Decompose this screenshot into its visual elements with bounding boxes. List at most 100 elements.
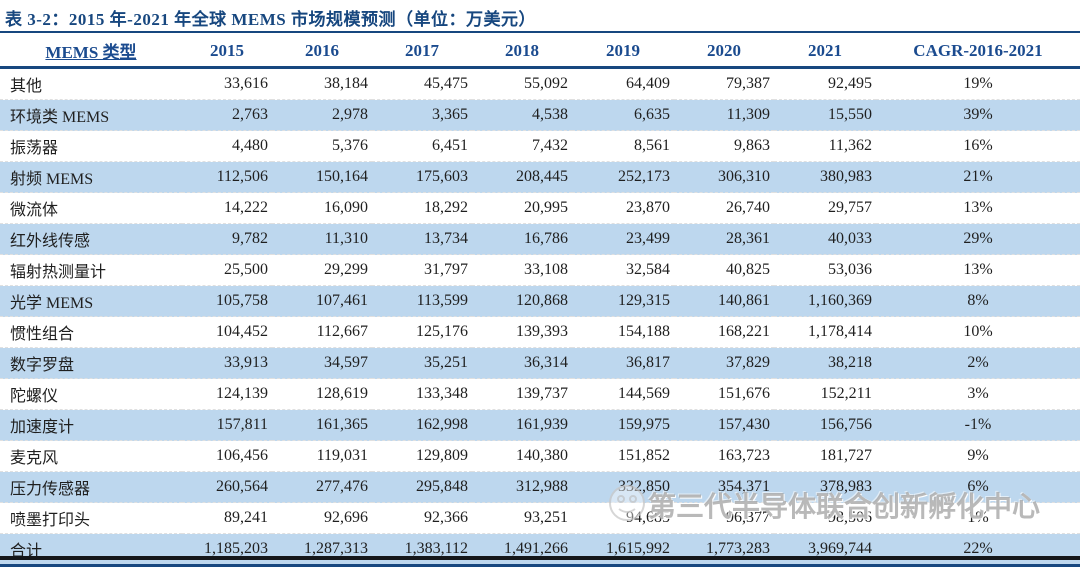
row-label: 喷墨打印头 <box>0 502 182 534</box>
table-cell: 140,861 <box>674 285 774 317</box>
table-row: 环境类 MEMS 2,763 2,978 3,365 4,538 6,635 11,309 1… <box>0 99 1080 131</box>
row-label: 振荡器 <box>0 130 182 162</box>
table-cell: 29,757 <box>774 192 876 224</box>
table-cell: 9% <box>876 440 1080 472</box>
table-cell: 104,452 <box>182 316 272 348</box>
table-cell: 23,499 <box>572 223 674 255</box>
row-label: 陀螺仪 <box>0 378 182 410</box>
table-cell: 55,092 <box>524 75 568 92</box>
table-row: 喷墨打印头 89,241 92,696 92,366 93,251 94,685 96,37… <box>0 502 1080 534</box>
table-cell: 98,506 <box>774 502 876 534</box>
table-cell: 8% <box>876 285 1080 317</box>
column-header: 2021 <box>774 35 876 69</box>
table-cell: 25,500 <box>182 254 272 286</box>
table-cell: 36,314 <box>472 347 572 379</box>
table-cell: 14,222 <box>182 192 272 224</box>
column-header: 2017 <box>372 35 472 69</box>
table-cell: 139,393 <box>472 316 572 348</box>
table-cell: 9,863 <box>674 130 774 162</box>
table-cell: 3,365 <box>372 99 472 131</box>
row-label: 环境类 MEMS <box>0 99 182 131</box>
table-cell: 1,383,112 <box>372 533 472 566</box>
column-header-label: 2016 <box>305 40 339 60</box>
table-cell: 1,287,313 <box>272 533 372 566</box>
table-cell: 15,550 <box>774 99 876 131</box>
column-header: 2018 <box>472 35 572 69</box>
table-cell: 133,348 <box>372 378 472 410</box>
table-cell: 29% <box>876 223 1080 255</box>
table-cell: 159,975 <box>572 409 674 441</box>
table-cell: 4,480 <box>182 130 272 162</box>
table-cell: 1,491,266 <box>472 533 572 566</box>
row-label: 光学 MEMS <box>0 285 182 317</box>
table-row: 射频 MEMS 112,506 150,164 175,603 208,445 252,1… <box>0 161 1080 193</box>
column-header-label: 2019 <box>606 40 640 60</box>
table-cell: 112,667 <box>272 316 372 348</box>
table-cell: 295,848 <box>372 471 472 503</box>
table-cell: 181,727 <box>774 440 876 472</box>
table-cell: 161,365 <box>272 409 372 441</box>
table-cell: 6,635 <box>572 99 674 131</box>
table-cell: 13,734 <box>372 223 472 255</box>
table-cell: 208,445 <box>472 161 572 193</box>
table-cell: 1,773,283 <box>674 533 774 566</box>
table-cell: 140,380 <box>472 440 572 472</box>
table-cell: 380,983 <box>774 161 876 193</box>
row-label: 微流体 <box>0 192 182 224</box>
table-cell: 105,758 <box>182 285 272 317</box>
table-cell: 2,978 <box>272 99 372 131</box>
table-cell: 139,737 <box>472 378 572 410</box>
table-cell: 175,603 <box>372 161 472 193</box>
table-title: 表 3-2：2015 年-2021 年全球 MEMS 市场规模预测（单位：万美元… <box>5 10 536 29</box>
table-row: 数字罗盘 33,913 34,597 35,251 36,314 36,817 37,829… <box>0 347 1080 379</box>
table-cell: 40,825 <box>674 254 774 286</box>
table-cell: 260,564 <box>182 471 272 503</box>
table-cell: 11,310 <box>272 223 372 255</box>
column-header-label: 2018 <box>505 40 539 60</box>
table-cell: 3% <box>876 378 1080 410</box>
column-header-label: 2017 <box>405 40 439 60</box>
table-cell: 1% <box>876 502 1080 534</box>
table-cell: 151,852 <box>572 440 674 472</box>
table-cell: 106,456 <box>182 440 272 472</box>
table-cell: 113,599 <box>372 285 472 317</box>
table-cell: 7,432 <box>472 130 572 162</box>
table-cell: 31,797 <box>372 254 472 286</box>
table-cell: 16% <box>876 130 1080 162</box>
table-cell: 94,685 <box>572 502 674 534</box>
table-cell: 13% <box>876 192 1080 224</box>
table-cell: 18,292 <box>372 192 472 224</box>
column-header: 2020 <box>674 35 774 69</box>
row-label: 麦克风 <box>0 440 182 472</box>
row-label: 射频 MEMS <box>0 161 182 193</box>
table-cell: 120,868 <box>472 285 572 317</box>
column-header-label: CAGR-2016-2021 <box>913 40 1043 60</box>
table-cell: 40,033 <box>774 223 876 255</box>
row-label: 红外线传感 <box>0 223 182 255</box>
table-cell: 156,756 <box>774 409 876 441</box>
table-cell: 252,173 <box>572 161 674 193</box>
table-cell: 26,740 <box>674 192 774 224</box>
column-header: 2015 <box>182 35 272 69</box>
table-cell: 4,538 <box>472 99 572 131</box>
table-cell: 33,913 <box>182 347 272 379</box>
table-row: 振荡器 4,480 5,376 6,451 7,432 8,561 9,863 11,362 1… <box>0 130 1080 162</box>
table-cell: 1,615,992 <box>572 533 674 566</box>
table-cell: 45,475 <box>424 75 468 92</box>
table-cell: 161,939 <box>472 409 572 441</box>
table-cell: 128,619 <box>272 378 372 410</box>
row-label: 辐射热测量计 <box>0 254 182 286</box>
table-cell: 92,696 <box>272 502 372 534</box>
table-row: 其他 33,616 38,184 45,475 55,092 64,409 79,387 92… <box>0 68 1080 100</box>
column-header-label: 2015 <box>210 40 244 60</box>
table-row: 麦克风 106,456 119,031 129,809 140,380 151,852 16… <box>0 440 1080 472</box>
table-cell: 378,983 <box>774 471 876 503</box>
column-header-label: 2020 <box>707 40 741 60</box>
table-cell: 162,998 <box>372 409 472 441</box>
table-row: 压力传感器 260,564 277,476 295,848 312,988 332,850… <box>0 471 1080 503</box>
table-cell: 125,176 <box>372 316 472 348</box>
table-row: 加速度计 157,811 161,365 162,998 161,939 159,975 1… <box>0 409 1080 441</box>
table-cell: 6% <box>876 471 1080 503</box>
table-row: 辐射热测量计 25,500 29,299 31,797 33,108 32,584 40,8… <box>0 254 1080 286</box>
table-cell: 38,184 <box>324 75 368 92</box>
